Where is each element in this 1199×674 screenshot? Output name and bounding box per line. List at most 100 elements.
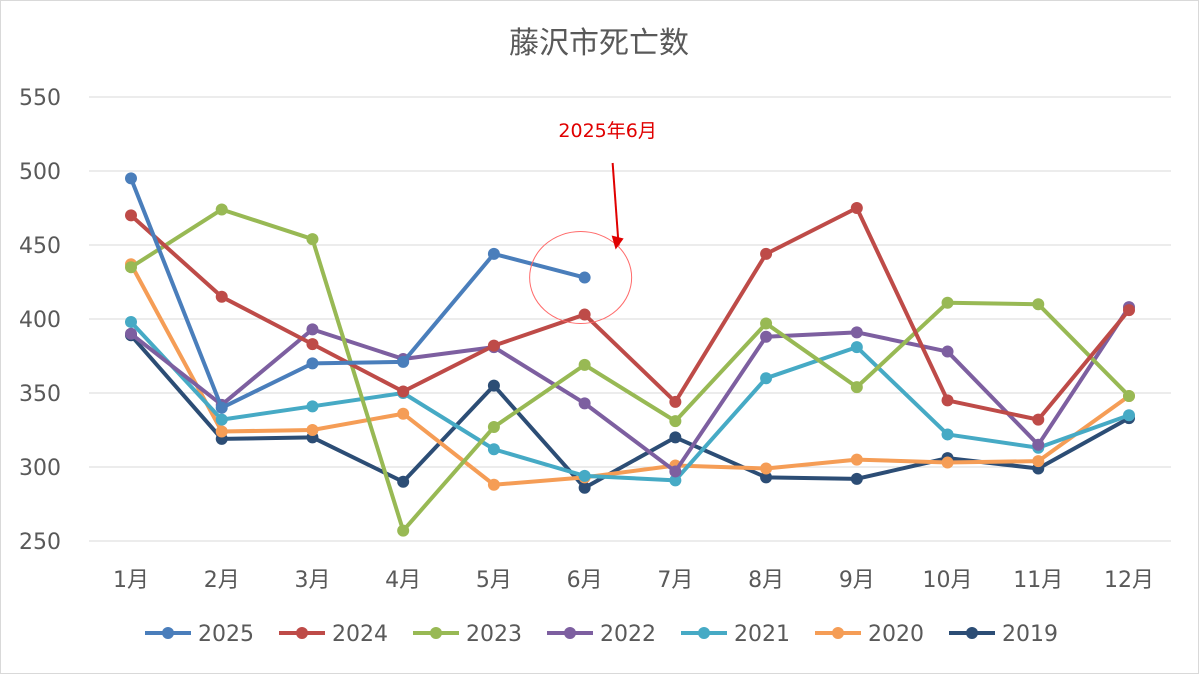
legend-item-2025: 2025 (145, 622, 254, 647)
series-line (129, 333, 1131, 490)
data-point (1032, 438, 1045, 451)
data-point (125, 172, 137, 185)
data-point (306, 424, 319, 436)
data-point (215, 401, 228, 414)
data-point (941, 456, 954, 469)
series-line (129, 176, 587, 410)
data-point (760, 247, 773, 260)
legend-swatch-marker (430, 627, 442, 639)
series-2025 (125, 172, 591, 414)
data-point (941, 296, 954, 309)
x-tick-label: 8月 (748, 568, 784, 593)
data-point (760, 372, 773, 385)
data-point (941, 428, 954, 441)
data-point (669, 415, 682, 428)
series-2023 (125, 203, 1135, 537)
data-point (397, 385, 410, 398)
data-point (306, 338, 319, 351)
x-tick-label: 7月 (657, 568, 693, 593)
data-point (850, 472, 863, 485)
data-point (487, 339, 500, 352)
data-point (578, 469, 591, 482)
legend-label: 2019 (1002, 622, 1058, 647)
data-point (487, 421, 500, 434)
data-point (306, 323, 319, 336)
data-point (1032, 298, 1045, 311)
data-point (306, 357, 319, 370)
legend-label: 2022 (600, 622, 656, 647)
data-point (760, 471, 773, 484)
x-tick-label: 1月 (113, 568, 149, 593)
legend-swatch-marker (832, 627, 844, 639)
data-point (1123, 389, 1135, 402)
x-tick-label: 4月 (385, 568, 421, 593)
legend-swatch-marker (564, 627, 576, 639)
x-tick-label: 3月 (294, 568, 330, 593)
data-point (669, 465, 682, 478)
annotation-label: 2025年6月 (558, 120, 656, 142)
data-point (397, 407, 410, 420)
x-tick-label: 9月 (839, 568, 875, 593)
y-tick-label: 550 (19, 86, 61, 111)
x-tick-label: 11月 (1013, 568, 1063, 593)
x-tick-label: 6月 (567, 568, 603, 593)
series-2024 (125, 202, 1135, 426)
annotation: 2025年6月 (529, 120, 657, 325)
series-lines (125, 172, 1135, 537)
series-line (129, 319, 1131, 483)
data-point (125, 315, 137, 328)
data-point (850, 381, 863, 394)
y-tick-label: 250 (19, 530, 61, 555)
data-point (850, 341, 863, 354)
data-point (669, 431, 682, 444)
legend-item-2024: 2024 (279, 622, 388, 647)
legend-item-2021: 2021 (681, 622, 790, 647)
legend-swatch-marker (296, 627, 308, 639)
data-point (760, 462, 773, 475)
series-line (129, 206, 1131, 422)
data-point (941, 345, 954, 358)
data-point (487, 247, 500, 260)
data-point (578, 397, 591, 410)
legend-swatch-marker (162, 627, 174, 639)
gridlines (89, 96, 1171, 542)
chart-title: 藤沢市死亡数 (509, 26, 689, 61)
data-point (941, 394, 954, 407)
data-point (487, 478, 500, 491)
data-point (578, 271, 591, 284)
legend-label: 2025 (198, 622, 254, 647)
data-point (578, 481, 591, 494)
data-point (850, 202, 863, 214)
legend-label: 2021 (734, 622, 790, 647)
y-axis-ticks: 250 300 350 400 450 500 550 (19, 86, 61, 555)
data-point (397, 355, 410, 368)
y-tick-label: 350 (19, 382, 61, 407)
data-point (760, 330, 773, 343)
data-point (487, 443, 500, 456)
y-tick-label: 500 (19, 160, 61, 185)
data-point (125, 327, 137, 340)
annotation-circle (529, 231, 633, 325)
series-line (129, 262, 1131, 487)
data-point (578, 358, 591, 371)
data-point (578, 308, 591, 321)
y-tick-label: 300 (19, 456, 61, 481)
data-point (306, 400, 319, 413)
data-point (125, 209, 137, 222)
series-line (129, 207, 1131, 533)
annotation-arrow (611, 162, 620, 246)
series-line (129, 305, 1131, 474)
legend-swatch-marker (966, 627, 978, 639)
legend-item-2022: 2022 (547, 622, 656, 647)
data-point (1123, 409, 1135, 422)
data-point (397, 524, 410, 537)
data-point (1032, 413, 1045, 426)
legend-label: 2024 (332, 622, 388, 647)
data-point (850, 326, 863, 339)
data-point (1123, 304, 1135, 317)
data-point (669, 395, 682, 408)
legend-swatch-marker (698, 627, 710, 639)
x-tick-label: 2月 (204, 568, 240, 593)
y-tick-label: 450 (19, 234, 61, 259)
